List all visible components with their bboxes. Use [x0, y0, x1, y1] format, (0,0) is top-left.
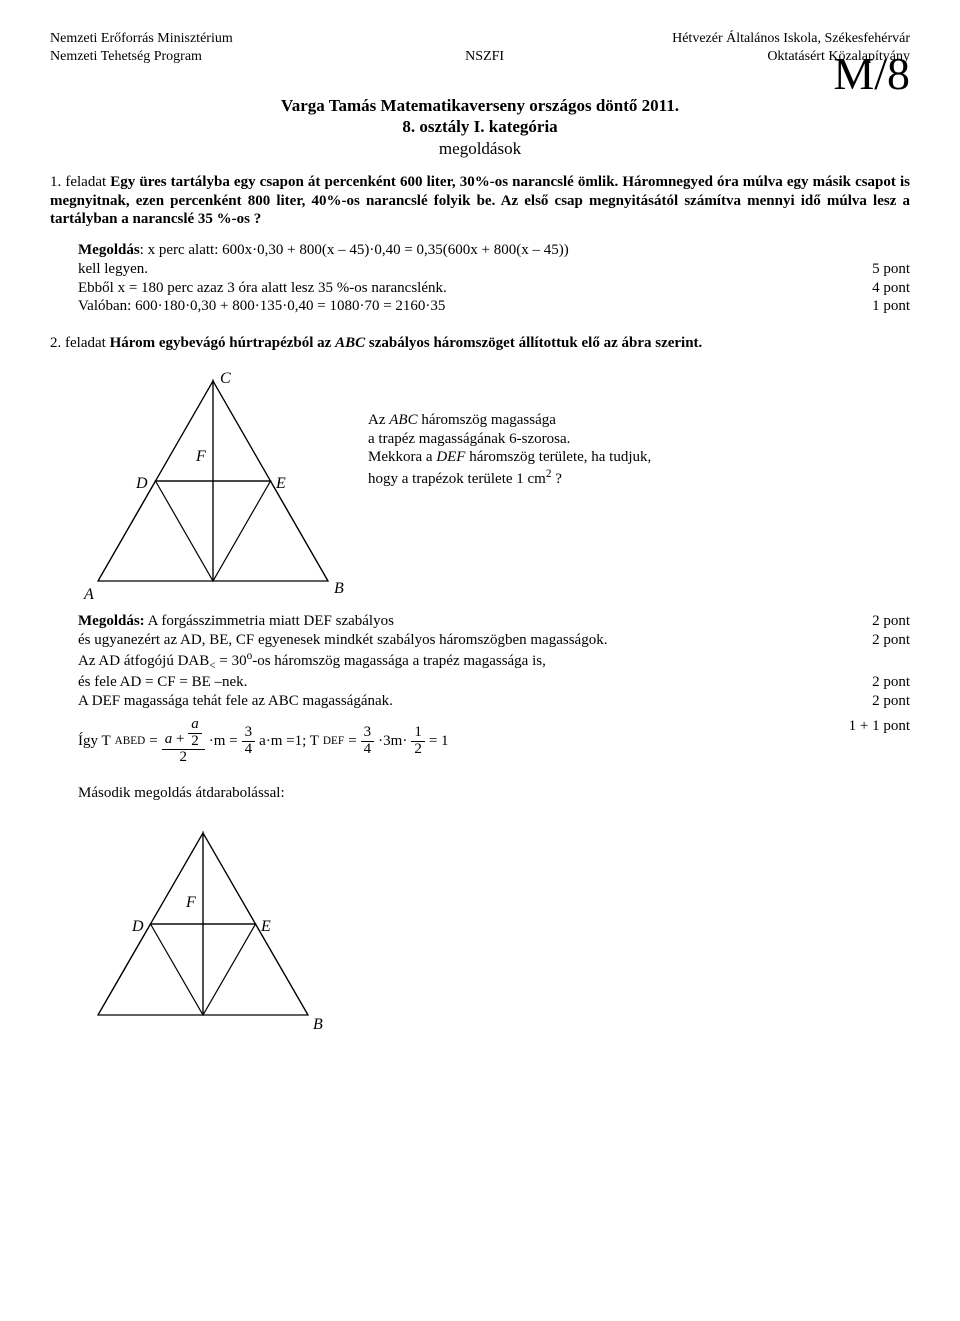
label-A: A: [83, 586, 94, 603]
ft-l3b: háromszög területe, ha tudjuk,: [465, 449, 651, 465]
eq-mid6: = 1: [429, 732, 449, 751]
frac-outer-den: 2: [162, 750, 205, 766]
frac5-num: 1: [411, 725, 425, 742]
triangle-svg-1: A B C D E F: [78, 361, 348, 606]
p1-sol-eq: : x perc alatt: 600x·0,30 + 800(x – 45)·…: [140, 242, 569, 258]
p1-sol-lead: Megoldás: [78, 242, 140, 258]
triangle-svg-2: B D E F: [78, 815, 328, 1035]
title-block: Varga Tamás Matematikaverseny országos d…: [50, 95, 910, 159]
p2-sol-lead: Megoldás:: [78, 613, 145, 629]
ft-l4b: ?: [551, 471, 561, 487]
ft-l1b: háromszög magassága: [418, 412, 556, 428]
p1-line-a: kell legyen.: [78, 260, 148, 279]
p2-label: feladat: [65, 335, 106, 351]
triangle-figure-2: B D E F: [78, 815, 910, 1035]
p2-pts1: 2 pont: [852, 612, 910, 631]
ft-l4a: hogy a trapézok területe 1 cm: [368, 471, 546, 487]
frac5: 1 2: [411, 725, 425, 758]
p2-pts4: 2 pont: [852, 673, 910, 692]
header-left-1: Nemzeti Erőforrás Minisztérium: [50, 30, 233, 48]
ft-l1a: Az: [368, 412, 389, 428]
problem-1: 1. feladat Egy üres tartályba egy csapon…: [50, 173, 910, 229]
p2-num: 2.: [50, 335, 61, 351]
frac4: 3 4: [361, 725, 375, 758]
label-D: D: [135, 475, 148, 492]
p2-s3a: Az AD átfogójú DAB: [78, 653, 209, 669]
label2-D: D: [131, 918, 144, 935]
p2-figure-row: A B C D E F Az ABC háromszög magassága a…: [78, 361, 910, 606]
frac-inner-num: a: [188, 717, 202, 734]
frac-outer: a + a2 2: [162, 717, 205, 766]
p2-pts5: 2 pont: [852, 692, 910, 711]
frac4-den: 4: [361, 742, 375, 758]
p1-text: Egy üres tartályba egy csapon át percenk…: [50, 174, 910, 228]
p2-s3b: = 30: [216, 653, 247, 669]
frac3-den: 4: [242, 742, 256, 758]
triangle-figure-1: A B C D E F: [78, 361, 348, 606]
eq-mid5: ·3m·: [378, 732, 407, 751]
p1-num: 1.: [50, 174, 61, 190]
p2-s5: A DEF magassága tehát fele az ABC magass…: [78, 692, 393, 711]
label-C: C: [220, 370, 231, 387]
p1-pts-c: 1 pont: [852, 297, 910, 316]
p2-second-sol: Második megoldás átdarabolással:: [78, 784, 910, 803]
p1-solution: Megoldás: x perc alatt: 600x·0,30 + 800(…: [78, 241, 910, 316]
p2-text-b: szabályos háromszöget állítottuk elő az …: [365, 335, 702, 351]
eq-mid1: =: [149, 732, 157, 751]
eq-mid3: a·m =1; T: [259, 732, 319, 751]
ft-abc: ABC: [389, 412, 417, 428]
frac3-num: 3: [242, 725, 256, 742]
p2-s4: és fele AD = CF = BE –nek.: [78, 673, 247, 692]
p2-eq-line: Így T ABED = a + a2 2 ·m = 3 4 a·m =1; T D…: [78, 717, 910, 766]
p2-s1: A forgásszimmetria miatt DEF szabályos: [145, 613, 394, 629]
label-B: B: [334, 580, 344, 597]
header-row-2: Nemzeti Tehetség Program NSZFI Oktatásér…: [50, 48, 910, 66]
p2-text-a: Három egybevágó húrtrapézból az: [110, 335, 336, 351]
label-E: E: [275, 475, 286, 492]
frac-outer-num-plus: +: [172, 731, 188, 747]
ft-l2: a trapéz magasságának 6-szorosa.: [368, 430, 651, 449]
title-line-3: megoldások: [50, 138, 910, 159]
frac5-den: 2: [411, 742, 425, 758]
eq-mid4: =: [348, 732, 356, 751]
label2-B: B: [313, 1016, 323, 1033]
p2-abc: ABC: [335, 335, 365, 351]
header-center: NSZFI: [465, 48, 504, 66]
ft-def: DEF: [436, 449, 465, 465]
label2-F: F: [185, 894, 196, 911]
p2-s2: és ugyanezért az AD, BE, CF egyenesek mi…: [78, 631, 607, 650]
p2-pts-eq: 1 + 1 pont: [829, 717, 910, 766]
frac-inner-den: 2: [188, 734, 202, 750]
ft-l3a: Mekkora a: [368, 449, 436, 465]
header-row-1: Nemzeti Erőforrás Minisztérium Hétvezér …: [50, 30, 910, 48]
p2-solution: Megoldás: A forgásszimmetria miatt DEF s…: [78, 612, 910, 1035]
p2-s3c: -os háromszög magassága a trapéz magassá…: [252, 653, 546, 669]
frac3: 3 4: [242, 725, 256, 758]
label2-E: E: [260, 918, 271, 935]
p1-line-b: Ebből x = 180 perc azaz 3 óra alatt lesz…: [78, 279, 447, 298]
eq-lead: Így T: [78, 732, 111, 751]
title-line-2: 8. osztály I. kategória: [50, 116, 910, 137]
problem-2: 2. feladat Három egybevágó húrtrapézból …: [50, 334, 910, 353]
eq-mid2: ·m =: [209, 732, 238, 751]
p2-pts2: 2 pont: [852, 631, 910, 650]
p1-pts-b: 4 pont: [852, 279, 910, 298]
corner-label: M/8: [833, 45, 910, 103]
frac4-num: 3: [361, 725, 375, 742]
p1-pts-a: 5 pont: [852, 260, 910, 279]
header-left-2: Nemzeti Tehetség Program: [50, 48, 202, 66]
eq-sub2: DEF: [323, 734, 344, 748]
p1-line-c: Valóban: 600·180·0,30 + 800·135·0,40 = 1…: [78, 297, 445, 316]
p1-label: feladat: [65, 174, 106, 190]
p2-figure-text: Az ABC háromszög magassága a trapéz maga…: [368, 361, 651, 489]
label-F: F: [195, 448, 206, 465]
eq-sub1: ABED: [115, 734, 146, 748]
title-line-1: Varga Tamás Matematikaverseny országos d…: [50, 95, 910, 116]
